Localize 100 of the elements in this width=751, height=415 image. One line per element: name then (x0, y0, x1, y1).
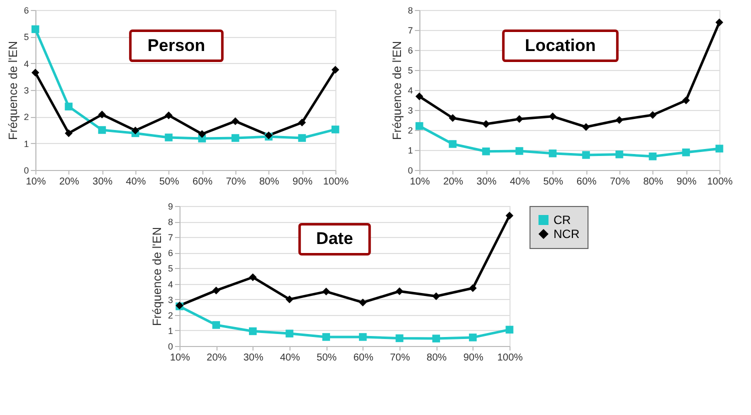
point (396, 287, 404, 296)
point (468, 284, 477, 292)
x-tick-label: 70% (390, 352, 410, 364)
y-tick-label: 8 (408, 6, 413, 16)
x-tick-label: 100% (323, 176, 349, 188)
point (131, 126, 140, 134)
x-tick-label: 100% (497, 352, 523, 364)
x-tick-label: 40% (126, 176, 146, 188)
x-tick-label: 20% (206, 352, 227, 364)
point (482, 148, 490, 156)
point (582, 151, 590, 159)
point (322, 288, 330, 296)
x-tick-label: 70% (610, 176, 630, 188)
point (448, 140, 457, 148)
y-tick-label: 0 (408, 166, 413, 176)
x-tick-label: 20% (443, 176, 464, 188)
x-tick-label: 50% (543, 176, 564, 188)
y-tick-label: 1 (168, 326, 173, 336)
y-tick-label: 9 (168, 202, 173, 212)
point (506, 212, 514, 220)
x-tick-label: 10% (170, 352, 190, 364)
x-tick-label: 80% (643, 176, 664, 188)
point (331, 66, 340, 74)
point (682, 148, 690, 156)
x-tick-label: 30% (92, 176, 113, 188)
y-tick-label: 2 (408, 126, 413, 136)
x-tick-label: 90% (676, 176, 697, 188)
y-tick-label: 5 (168, 264, 173, 274)
y-tick-label: 5 (24, 32, 29, 42)
y-tick-label: 6 (24, 6, 29, 16)
point (298, 134, 306, 142)
point (515, 147, 524, 155)
point (212, 286, 220, 294)
y-tick-label: 6 (408, 46, 413, 56)
point (515, 115, 524, 123)
x-tick-label: 10% (26, 176, 46, 188)
y-tick-label: 4 (24, 58, 29, 69)
y-tick-label: 3 (408, 106, 413, 116)
point (248, 273, 257, 282)
y-tick-label: 7 (408, 26, 413, 36)
y-tick-label: 1 (24, 138, 29, 149)
point (415, 92, 424, 100)
x-tick-label: 40% (280, 352, 300, 364)
point (64, 129, 73, 138)
x-tick-label: 90% (292, 176, 313, 188)
y-tick-label: 4 (408, 86, 413, 96)
y-tick-label: 6 (168, 248, 173, 258)
y-tick-label: 2 (24, 112, 29, 122)
point (358, 333, 367, 341)
point (682, 96, 690, 104)
y-tick-label: 3 (168, 294, 173, 305)
point (98, 110, 106, 118)
point (231, 134, 240, 142)
x-tick-label: 60% (353, 352, 374, 364)
point (31, 25, 40, 34)
x-tick-label: 60% (576, 176, 597, 188)
x-tick-label: 20% (59, 176, 80, 188)
x-tick-label: 90% (463, 352, 484, 364)
y-axis-title: Fréquence de l'EN (150, 226, 164, 326)
point (432, 292, 440, 300)
point (286, 295, 294, 304)
y-tick-label: 8 (168, 217, 173, 228)
point (98, 126, 106, 134)
y-tick-label: 0 (24, 166, 29, 176)
x-tick-label: 100% (707, 176, 733, 188)
point (448, 114, 457, 122)
point (615, 116, 624, 124)
x-tick-label: 70% (226, 176, 246, 188)
y-tick-label: 1 (408, 146, 413, 156)
point (198, 130, 206, 138)
point (506, 326, 514, 334)
x-tick-label: 30% (476, 176, 497, 188)
x-tick-label: 50% (159, 176, 180, 188)
point (298, 118, 306, 126)
y-axis-title: Fréquence de l'EN (390, 40, 404, 140)
y-tick-label: 2 (168, 310, 173, 320)
y-axis-title: Fréquence de l'EN (6, 40, 20, 140)
y-tick-label: 7 (168, 232, 173, 243)
point (64, 102, 73, 110)
point (396, 334, 404, 342)
point (432, 334, 440, 342)
point (286, 330, 294, 338)
x-tick-label: 80% (426, 352, 447, 364)
point (322, 333, 330, 341)
point (548, 112, 557, 120)
x-tick-label: 10% (410, 176, 430, 188)
point (468, 334, 477, 342)
point (164, 134, 173, 142)
text: Date (316, 229, 354, 248)
point (715, 144, 724, 152)
y-tick-label: 0 (168, 342, 173, 352)
point (164, 111, 173, 120)
x-tick-label: 30% (243, 352, 264, 364)
point (615, 150, 624, 158)
point (415, 122, 424, 130)
point (715, 18, 724, 26)
legend-label: CR (554, 213, 572, 227)
point (248, 327, 257, 336)
point (212, 321, 220, 329)
y-tick-label: 4 (168, 279, 173, 290)
